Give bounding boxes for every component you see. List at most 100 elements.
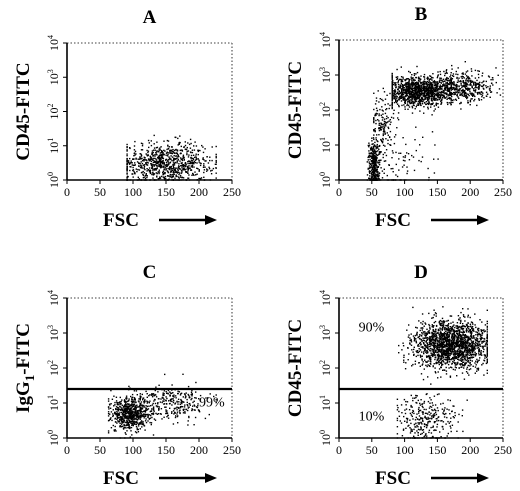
scatter-point	[126, 146, 128, 149]
scatter-point	[417, 82, 419, 84]
scatter-point	[175, 152, 177, 154]
scatter-point	[413, 87, 415, 89]
scatter-point	[421, 358, 423, 360]
scatter-point	[388, 120, 390, 122]
scatter-point	[396, 96, 398, 98]
scatter-point	[128, 161, 130, 163]
scatter-point	[154, 402, 157, 405]
scatter-point	[420, 322, 422, 324]
scatter-point	[412, 363, 414, 366]
scatter-point	[153, 410, 155, 412]
scatter-point	[464, 95, 466, 97]
scatter-point	[391, 72, 393, 75]
scatter-point	[486, 333, 488, 335]
scatter-point	[117, 414, 119, 416]
scatter-point	[468, 336, 470, 338]
scatter-point	[144, 159, 147, 161]
scatter-point	[381, 98, 383, 101]
scatter-point	[419, 95, 421, 97]
scatter-point	[143, 402, 145, 404]
scatter-point	[171, 400, 173, 403]
scatter-point	[179, 135, 181, 137]
scatter-point	[191, 408, 193, 410]
scatter-point	[408, 80, 410, 83]
scatter-point	[159, 152, 161, 154]
scatter-point	[455, 335, 457, 337]
scatter-point	[445, 357, 447, 359]
scatter-point	[431, 76, 433, 79]
x-tick-label: 50	[94, 185, 106, 199]
scatter-point	[141, 414, 143, 416]
scatter-point	[444, 327, 447, 329]
scatter-point	[383, 160, 386, 162]
scatter-point	[379, 151, 381, 153]
scatter-point	[139, 398, 141, 400]
scatter-point	[136, 428, 138, 431]
y-axis-label: CD45-FITC	[285, 61, 306, 159]
scatter-point	[414, 84, 417, 87]
scatter-point	[204, 417, 207, 420]
scatter-point	[108, 419, 111, 421]
scatter-point	[376, 146, 379, 148]
scatter-point	[419, 79, 421, 81]
scatter-point	[137, 168, 139, 171]
scatter-point	[439, 86, 441, 88]
scatter-point	[471, 98, 473, 100]
scatter-point	[139, 410, 141, 412]
scatter-point	[373, 167, 376, 169]
scatter-point	[449, 76, 451, 78]
scatter-point	[414, 108, 416, 110]
scatter-point	[439, 93, 441, 96]
scatter-point	[128, 403, 130, 405]
scatter-point	[435, 88, 437, 90]
scatter-point	[195, 397, 197, 399]
scatter-point	[154, 169, 156, 171]
scatter-point	[447, 88, 449, 90]
scatter-point	[186, 398, 188, 401]
scatter-point	[128, 412, 130, 414]
scatter-point	[370, 169, 373, 171]
scatter-point	[121, 422, 123, 424]
scatter-point	[465, 93, 467, 95]
scatter-point	[376, 160, 378, 162]
scatter-point	[176, 413, 178, 415]
scatter-point	[164, 167, 166, 169]
scatter-point	[417, 102, 419, 105]
scatter-point	[378, 148, 380, 151]
scatter-point	[464, 356, 467, 358]
scatter-point	[431, 114, 433, 116]
scatter-point	[434, 334, 436, 336]
scatter-point	[153, 395, 155, 397]
scatter-point	[410, 339, 412, 342]
scatter-point	[166, 155, 169, 157]
scatter-point	[468, 84, 470, 86]
scatter-points	[107, 373, 217, 439]
scatter-point	[384, 133, 386, 135]
scatter-point	[454, 350, 457, 352]
scatter-point	[134, 417, 136, 420]
scatter-point	[122, 406, 125, 408]
scatter-point	[449, 81, 451, 83]
scatter-point	[456, 76, 458, 79]
scatter-point	[414, 79, 416, 81]
scatter-point	[466, 70, 469, 72]
scatter-point	[373, 92, 375, 94]
scatter-point	[420, 98, 423, 100]
scatter-point	[384, 123, 387, 125]
scatter-point	[414, 84, 416, 86]
scatter-point	[476, 358, 478, 361]
scatter-point	[174, 161, 177, 164]
scatter-point	[426, 93, 428, 95]
scatter-point	[396, 100, 398, 102]
scatter-point	[411, 74, 413, 76]
scatter-point	[395, 82, 397, 84]
scatter-point	[366, 174, 369, 176]
scatter-point	[124, 407, 127, 409]
scatter-point	[454, 84, 456, 87]
scatter-point	[442, 340, 444, 342]
scatter-point	[128, 398, 130, 400]
scatter-point	[107, 406, 110, 408]
scatter-point	[215, 401, 217, 404]
scatter-point	[409, 84, 411, 86]
scatter-point	[477, 367, 479, 369]
